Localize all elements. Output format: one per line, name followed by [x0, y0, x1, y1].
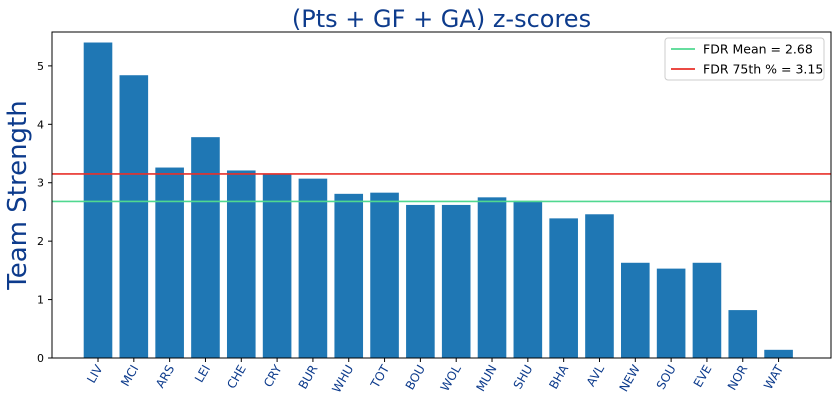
y-tick-label: 3	[37, 177, 44, 190]
bar-mci	[119, 75, 149, 358]
x-axis: LIV MCI ARS LEI CHE CRY BUR WHU TOT BOU WOL MUN SHU B…	[84, 358, 787, 396]
bar-che	[226, 170, 256, 358]
legend-label-75th: FDR 75th % = 3.15	[703, 62, 823, 77]
x-tick-label-new: NEW	[617, 362, 643, 394]
y-axis-label: Team Strength	[3, 100, 33, 290]
x-tick-label-che: CHE	[224, 363, 249, 392]
bar-ars	[155, 167, 184, 358]
bar-avl	[585, 214, 614, 358]
bar-new	[621, 262, 650, 358]
x-tick-label-tot: TOT	[367, 362, 392, 391]
x-tick-label-shu: SHU	[511, 363, 536, 392]
x-tick-label-ars: ARS	[153, 363, 177, 391]
bar-bha	[549, 218, 578, 358]
bars-group	[83, 42, 793, 359]
bar-cry	[262, 173, 292, 358]
bar-eve	[692, 262, 722, 358]
bar-liv	[83, 42, 113, 359]
legend: FDR Mean = 2.68 FDR 75th % = 3.15	[664, 37, 825, 81]
plot-frame	[51, 31, 832, 359]
x-tick-label-nor: NOR	[725, 363, 751, 393]
bar-whu	[334, 193, 364, 358]
bar-tot	[370, 192, 399, 358]
bar-nor	[728, 310, 758, 358]
x-tick-label-wol: WOL	[438, 362, 464, 394]
x-tick-label-mun: MUN	[473, 363, 499, 394]
bar-wol	[441, 204, 471, 358]
bar-sou	[656, 268, 686, 358]
bar-lei	[191, 137, 220, 358]
x-tick-label-lei: LEI	[192, 363, 213, 385]
x-tick-label-wat: WAT	[761, 362, 786, 392]
x-tick-label-whu: WHU	[329, 363, 356, 396]
y-tick-label: 5	[37, 60, 44, 73]
x-tick-label-bha: BHA	[546, 362, 571, 392]
reference-lines-group	[52, 173, 831, 203]
legend-box	[664, 37, 825, 81]
bar-shu	[513, 200, 543, 358]
chart-title: (Pts + GF + GA) z-scores	[292, 5, 591, 33]
x-tick-label-mci: MCI	[118, 363, 141, 389]
x-tick-label-sou: SOU	[654, 363, 679, 392]
y-tick-label: 4	[37, 118, 44, 131]
y-axis: 0 1 2 3 4 5	[37, 60, 52, 365]
legend-label-mean: FDR Mean = 2.68	[703, 42, 813, 57]
y-tick-label: 0	[37, 352, 44, 365]
x-tick-label-liv: LIV	[84, 362, 106, 386]
x-tick-label-avl: AVL	[584, 362, 607, 389]
x-tick-label-bur: BUR	[296, 363, 321, 392]
y-tick-label: 1	[37, 294, 44, 307]
y-tick-label: 2	[37, 235, 44, 248]
x-tick-label-cry: CRY	[261, 362, 285, 390]
bar-bou	[406, 204, 435, 358]
bar-mun	[477, 197, 507, 358]
x-tick-label-bou: BOU	[403, 363, 428, 393]
bar-bur	[298, 178, 328, 358]
x-tick-label-eve: EVE	[691, 363, 715, 390]
bar-wat	[764, 349, 793, 358]
